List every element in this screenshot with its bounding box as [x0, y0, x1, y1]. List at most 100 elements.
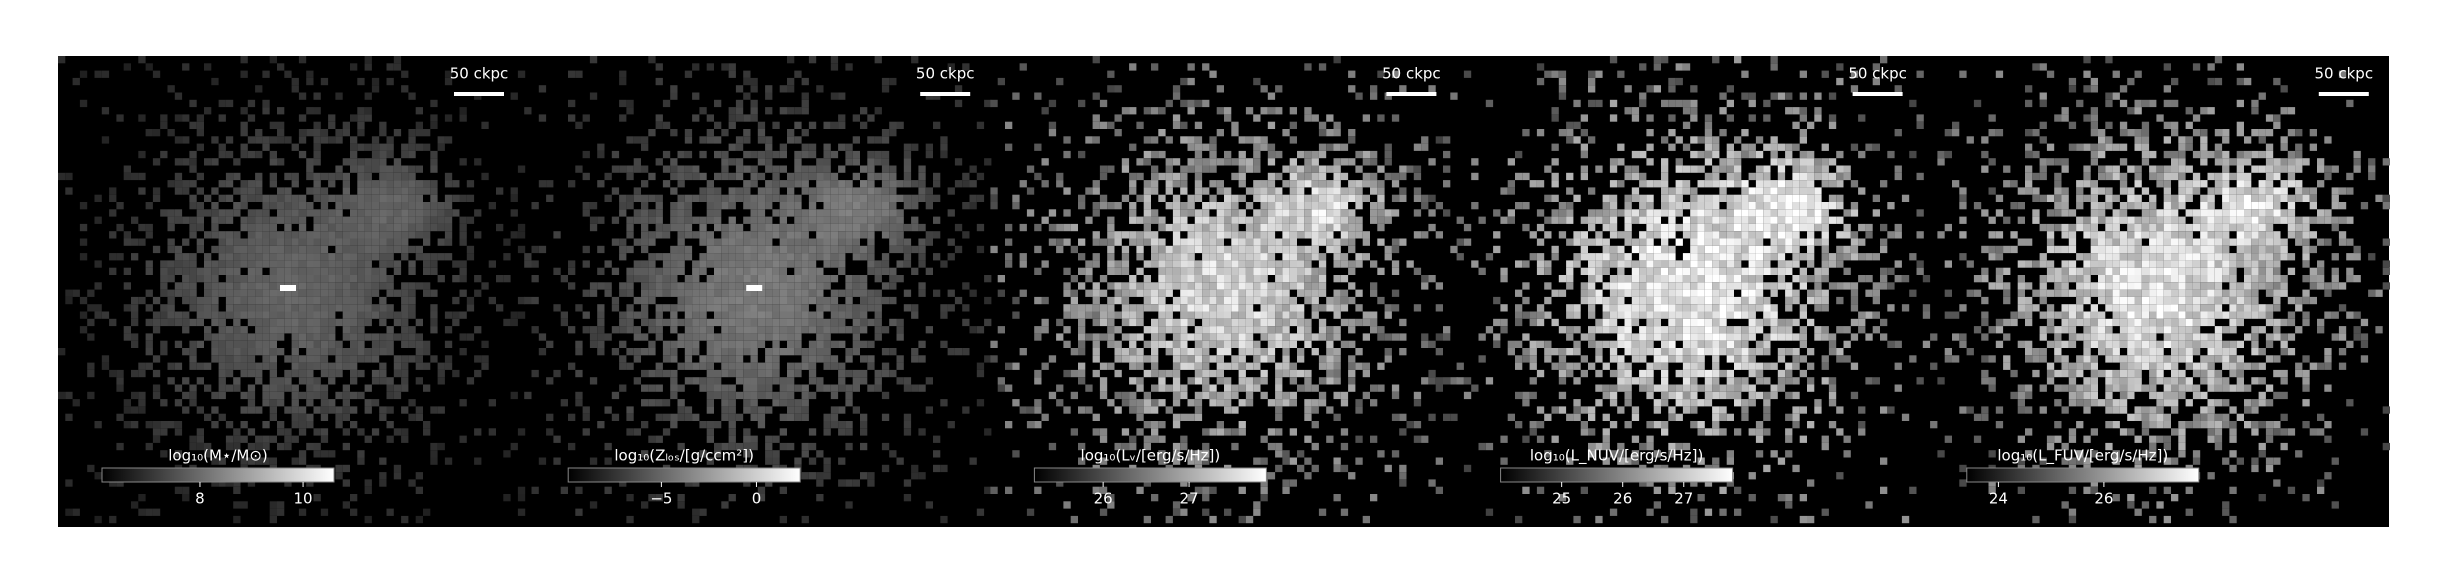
pixel — [168, 217, 175, 224]
pixel — [575, 392, 582, 399]
pixel — [1341, 173, 1348, 180]
pixel — [1107, 224, 1114, 231]
pixel — [546, 377, 553, 384]
pixel — [255, 333, 262, 340]
pixel — [1239, 370, 1246, 377]
pixel — [838, 93, 845, 100]
pixel — [802, 363, 809, 370]
pixel — [1385, 333, 1392, 340]
pixel — [241, 260, 248, 267]
pixel — [1530, 253, 1537, 260]
pixel — [707, 114, 714, 121]
pixel — [1231, 428, 1238, 435]
pixel — [787, 136, 794, 143]
pixel — [853, 136, 860, 143]
pixel — [1180, 319, 1187, 326]
pixel — [394, 231, 401, 238]
pixel — [430, 290, 437, 297]
pixel — [1319, 166, 1326, 173]
pixel — [387, 275, 394, 282]
pixel — [314, 195, 321, 202]
pixel — [1085, 333, 1092, 340]
pixel — [583, 173, 590, 180]
pixel — [314, 209, 321, 216]
pixel — [1027, 406, 1034, 413]
pixel — [736, 85, 743, 92]
pixel — [729, 114, 736, 121]
pixel — [772, 246, 779, 253]
pixel — [962, 180, 969, 187]
pixel — [1268, 341, 1275, 348]
pixel — [182, 136, 189, 143]
pixel — [875, 56, 882, 63]
pixel — [328, 348, 335, 355]
pixel — [1363, 173, 1370, 180]
pixel — [1559, 93, 1566, 100]
pixel — [328, 114, 335, 121]
pixel — [1253, 78, 1260, 85]
pixel — [321, 129, 328, 136]
pixel — [401, 312, 408, 319]
pixel — [678, 304, 685, 311]
pixel — [1093, 414, 1100, 421]
pixel — [1253, 312, 1260, 319]
pixel — [277, 158, 284, 165]
pixel — [743, 253, 750, 260]
pixel — [372, 253, 379, 260]
pixel — [335, 370, 342, 377]
pixel — [445, 312, 452, 319]
pixel — [1414, 209, 1421, 216]
pixel — [1544, 217, 1551, 224]
pixel — [532, 297, 539, 304]
pixel — [1471, 173, 1478, 180]
pixel — [729, 122, 736, 129]
pixel — [1363, 158, 1370, 165]
pixel — [794, 333, 801, 340]
pixel — [189, 166, 196, 173]
pixel — [1610, 56, 1617, 63]
pixel — [233, 158, 240, 165]
pixel — [845, 421, 852, 428]
pixel — [387, 144, 394, 151]
pixel — [809, 173, 816, 180]
pixel — [328, 209, 335, 216]
pixel — [1282, 319, 1289, 326]
pixel — [1107, 253, 1114, 260]
pixel — [1377, 326, 1384, 333]
pixel — [314, 290, 321, 297]
pixel — [460, 107, 467, 114]
pixel — [1421, 275, 1428, 282]
pixel — [1239, 239, 1246, 246]
pixel — [1625, 370, 1632, 377]
pixel — [1334, 304, 1341, 311]
pixel — [1093, 253, 1100, 260]
pixel — [1334, 217, 1341, 224]
pixel — [65, 509, 72, 516]
pixel — [387, 195, 394, 202]
pixel — [401, 333, 408, 340]
pixel — [729, 436, 736, 443]
pixel — [597, 282, 604, 289]
pixel — [583, 326, 590, 333]
pixel — [1151, 385, 1158, 392]
pixel — [619, 209, 626, 216]
pixel — [328, 319, 335, 326]
pixel — [1428, 479, 1435, 486]
pixel — [897, 333, 904, 340]
pixel — [656, 202, 663, 209]
pixel — [452, 275, 459, 282]
pixel — [1464, 71, 1471, 78]
pixel — [875, 275, 882, 282]
pixel — [699, 319, 706, 326]
pixel — [175, 282, 182, 289]
pixel — [524, 260, 531, 267]
pixel — [1217, 253, 1224, 260]
pixel — [1151, 246, 1158, 253]
pixel — [626, 363, 633, 370]
pixel — [838, 319, 845, 326]
pixel — [277, 348, 284, 355]
pixel — [1129, 436, 1136, 443]
pixel — [1370, 93, 1377, 100]
pixel — [1341, 297, 1348, 304]
pixel — [1268, 326, 1275, 333]
